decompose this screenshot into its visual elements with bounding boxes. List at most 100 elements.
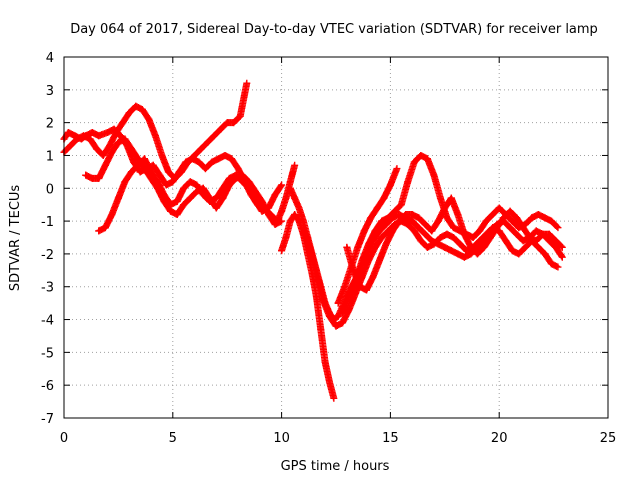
- data-point: [93, 145, 101, 153]
- data-point: [271, 191, 279, 199]
- data-point: [214, 155, 222, 163]
- data-point: [171, 174, 179, 182]
- data-point: [489, 211, 497, 219]
- data-point: [386, 181, 394, 189]
- data-point: [193, 181, 201, 189]
- data-point: [64, 128, 72, 136]
- data-point: [389, 227, 397, 235]
- data-point: [515, 250, 523, 258]
- y-tick-label: -1: [41, 215, 54, 230]
- data-point: [441, 204, 449, 212]
- data-point: [204, 138, 212, 146]
- data-point: [454, 211, 462, 219]
- data-point: [506, 224, 514, 232]
- data-point: [552, 243, 560, 251]
- data-point: [186, 194, 194, 202]
- data-point: [121, 135, 129, 143]
- y-tick-label: -4: [41, 314, 54, 329]
- data-point: [197, 145, 205, 153]
- data-point: [443, 214, 451, 222]
- data-point: [95, 132, 103, 140]
- data-point: [278, 247, 286, 255]
- data-point: [404, 220, 412, 228]
- data-point: [443, 230, 451, 238]
- data-point: [334, 299, 342, 307]
- data-point: [447, 194, 455, 202]
- data-point: [219, 194, 227, 202]
- data-point: [325, 312, 333, 320]
- data-point: [356, 283, 364, 291]
- data-point: [243, 79, 251, 87]
- data-point: [145, 115, 153, 123]
- data-marker: [557, 252, 565, 260]
- data-point: [82, 171, 90, 179]
- data-point: [508, 217, 516, 225]
- data-point: [101, 224, 109, 232]
- data-point: [186, 178, 194, 186]
- data-point: [402, 211, 410, 219]
- data-point: [482, 217, 490, 225]
- data-point: [367, 214, 375, 222]
- data-point: [395, 211, 403, 219]
- data-point: [339, 309, 347, 317]
- data-point: [360, 227, 368, 235]
- data-point: [236, 112, 244, 120]
- data-point: [395, 217, 403, 225]
- data-point: [136, 168, 144, 176]
- x-tick-label: 5: [169, 431, 177, 446]
- data-point: [345, 293, 353, 301]
- axis-ticks: 0 5 10 15 20 25 -7 -6 -5 -4 -3 -2 -1 0 1 2 3 4: [41, 51, 616, 446]
- data-point: [393, 165, 401, 173]
- data-point: [508, 247, 516, 255]
- data-point: [251, 197, 259, 205]
- x-tick-label: 25: [600, 431, 617, 446]
- data-point: [469, 234, 477, 241]
- data-point: [441, 243, 449, 251]
- data-point: [232, 174, 240, 182]
- data-point: [230, 119, 238, 127]
- data-point: [162, 181, 170, 189]
- data-point: [450, 224, 458, 232]
- chart-title: Day 064 of 2017, Sidereal Day-to-day VTE…: [70, 22, 598, 37]
- data-point: [534, 211, 542, 219]
- data-marker: [553, 223, 561, 231]
- data-point: [212, 204, 220, 212]
- data-point: [506, 207, 514, 215]
- data-point: [410, 158, 418, 166]
- data-point: [454, 250, 462, 258]
- data-point: [180, 201, 188, 209]
- data-point: [208, 158, 216, 166]
- data-point: [306, 243, 314, 251]
- data-point: [199, 184, 207, 192]
- data-point: [164, 168, 172, 176]
- data-point: [410, 227, 418, 235]
- data-point: [480, 243, 488, 251]
- data-point: [73, 135, 81, 143]
- data-point: [114, 194, 122, 202]
- data-point: [80, 132, 88, 140]
- data-point: [500, 214, 508, 222]
- y-tick-label: -3: [41, 281, 54, 296]
- data-point: [513, 214, 521, 222]
- data-point: [295, 204, 303, 212]
- data-point: [108, 211, 116, 219]
- data-point: [223, 119, 231, 127]
- data-point: [67, 142, 75, 150]
- data-point: [476, 227, 484, 235]
- data-point: [460, 230, 468, 238]
- series-10: [343, 194, 566, 294]
- data-point: [160, 197, 168, 205]
- data-point: [173, 211, 181, 219]
- data-point: [321, 358, 329, 366]
- data-point: [493, 224, 501, 232]
- x-tick-label: 10: [273, 431, 290, 446]
- data-point: [125, 109, 133, 117]
- data-point: [380, 194, 388, 202]
- data-point: [278, 181, 286, 189]
- data-point: [467, 243, 475, 251]
- data-point: [201, 165, 209, 173]
- x-tick-label: 0: [60, 431, 68, 446]
- data-point: [330, 394, 338, 402]
- data-point: [378, 234, 386, 241]
